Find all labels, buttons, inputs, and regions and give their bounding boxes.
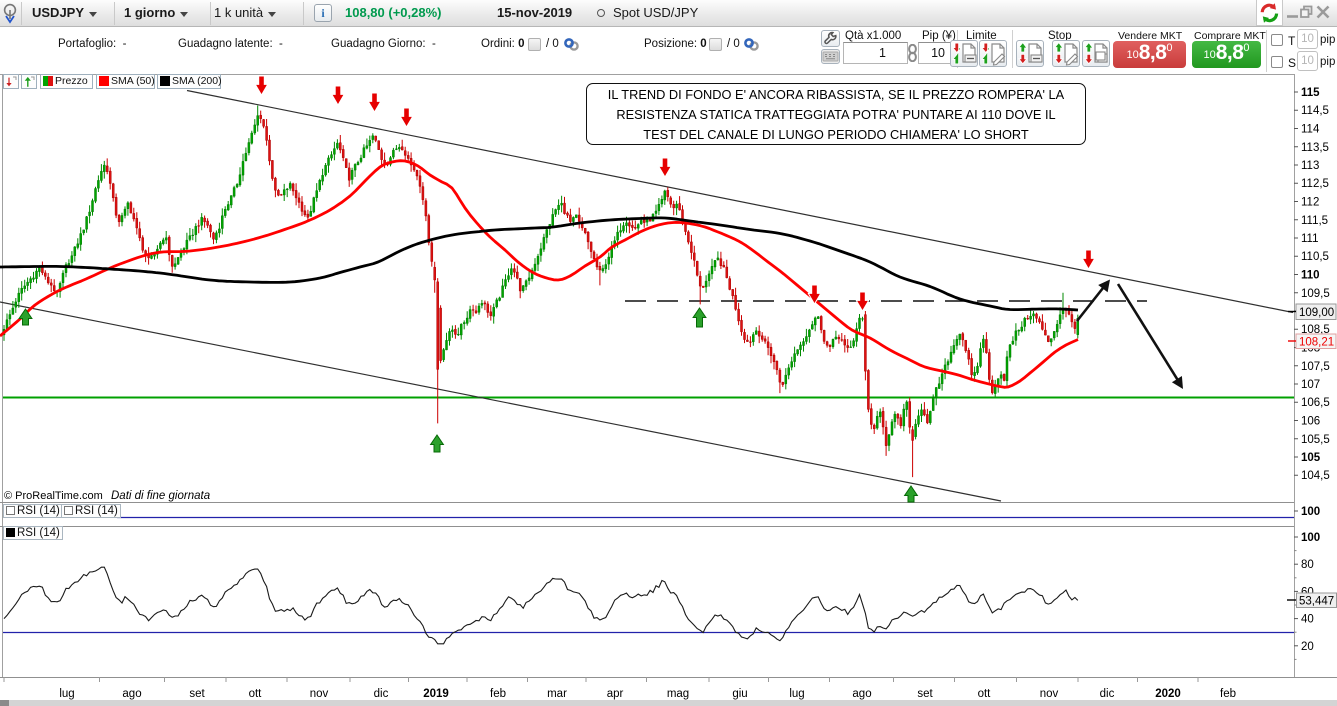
- svg-text:109,5: 109,5: [1301, 288, 1330, 300]
- svg-text:apr: apr: [607, 688, 624, 700]
- svg-text:105: 105: [1301, 452, 1321, 464]
- svg-text:105,5: 105,5: [1301, 434, 1330, 446]
- svg-text:ott: ott: [978, 688, 992, 700]
- svg-text:ago: ago: [852, 688, 871, 700]
- svg-text:nov: nov: [310, 688, 329, 700]
- svg-text:109,00: 109,00: [1299, 307, 1334, 319]
- svg-text:114: 114: [1301, 124, 1320, 136]
- svg-text:20: 20: [1301, 641, 1314, 653]
- svg-text:ago: ago: [122, 688, 141, 700]
- svg-text:dic: dic: [374, 688, 389, 700]
- svg-text:100: 100: [1301, 532, 1320, 544]
- svg-text:80: 80: [1301, 559, 1314, 571]
- svg-text:ott: ott: [249, 688, 263, 700]
- svg-text:giu: giu: [732, 688, 747, 700]
- svg-text:53,447: 53,447: [1299, 596, 1334, 608]
- svg-text:104,5: 104,5: [1301, 470, 1330, 482]
- svg-text:110,5: 110,5: [1301, 251, 1329, 263]
- svg-text:112: 112: [1301, 197, 1319, 209]
- svg-text:113: 113: [1301, 160, 1319, 172]
- svg-text:115: 115: [1301, 87, 1320, 99]
- svg-text:feb: feb: [1220, 688, 1236, 700]
- svg-text:Dati di fine giornata: Dati di fine giornata: [111, 490, 210, 502]
- svg-text:nov: nov: [1040, 688, 1059, 700]
- svg-text:106,5: 106,5: [1301, 397, 1330, 409]
- svg-text:107,5: 107,5: [1301, 361, 1330, 373]
- svg-text:108,21: 108,21: [1299, 337, 1334, 349]
- svg-text:108,5: 108,5: [1301, 324, 1330, 336]
- svg-text:107: 107: [1301, 379, 1320, 391]
- svg-text:mag: mag: [667, 688, 689, 700]
- svg-text:40: 40: [1301, 614, 1314, 626]
- svg-text:dic: dic: [1100, 688, 1115, 700]
- svg-text:lug: lug: [789, 688, 804, 700]
- svg-text:110: 110: [1301, 270, 1320, 282]
- svg-text:100: 100: [1301, 506, 1320, 518]
- svg-text:106: 106: [1301, 416, 1320, 428]
- svg-text:© ProRealTime.com: © ProRealTime.com: [4, 490, 103, 502]
- svg-text:set: set: [189, 688, 205, 700]
- svg-text:2019: 2019: [423, 688, 449, 700]
- svg-text:114,5: 114,5: [1301, 105, 1329, 117]
- svg-text:112,5: 112,5: [1301, 178, 1329, 190]
- svg-text:111,5: 111,5: [1301, 215, 1328, 227]
- svg-text:set: set: [917, 688, 933, 700]
- svg-text:lug: lug: [59, 688, 74, 700]
- svg-text:113,5: 113,5: [1301, 142, 1329, 154]
- svg-text:mar: mar: [547, 688, 567, 700]
- svg-text:2020: 2020: [1155, 688, 1181, 700]
- svg-text:feb: feb: [490, 688, 506, 700]
- svg-text:111: 111: [1301, 233, 1318, 245]
